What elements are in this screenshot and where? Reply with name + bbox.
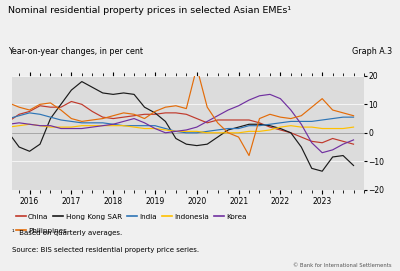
Text: Nominal residential property prices in selected Asian EMEs¹: Nominal residential property prices in s…: [8, 6, 291, 15]
Text: Graph A.3: Graph A.3: [352, 47, 392, 56]
Text: Year-on-year changes, in per cent: Year-on-year changes, in per cent: [8, 47, 143, 56]
Text: © Bank for International Settlements: © Bank for International Settlements: [293, 263, 392, 268]
Legend: Philippines: Philippines: [16, 227, 67, 234]
Text: Source: BIS selected residential property price series.: Source: BIS selected residential propert…: [12, 247, 199, 253]
Text: ¹  Based on quarterly averages.: ¹ Based on quarterly averages.: [12, 229, 122, 236]
